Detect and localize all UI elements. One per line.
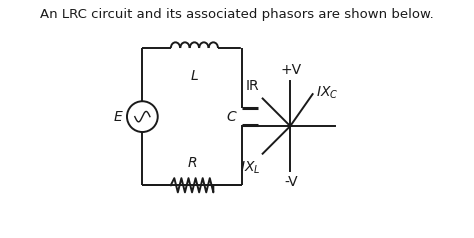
Text: -V: -V <box>284 175 298 188</box>
Text: C: C <box>226 110 236 124</box>
Text: +V: +V <box>281 63 302 77</box>
Text: $IX_L$: $IX_L$ <box>240 160 260 176</box>
Text: R: R <box>187 156 197 170</box>
Text: L: L <box>191 69 198 83</box>
Text: IR: IR <box>246 79 259 93</box>
Text: An LRC circuit and its associated phasors are shown below.: An LRC circuit and its associated phasor… <box>40 8 434 21</box>
Text: $IX_C$: $IX_C$ <box>316 85 338 101</box>
Text: E: E <box>114 110 123 124</box>
